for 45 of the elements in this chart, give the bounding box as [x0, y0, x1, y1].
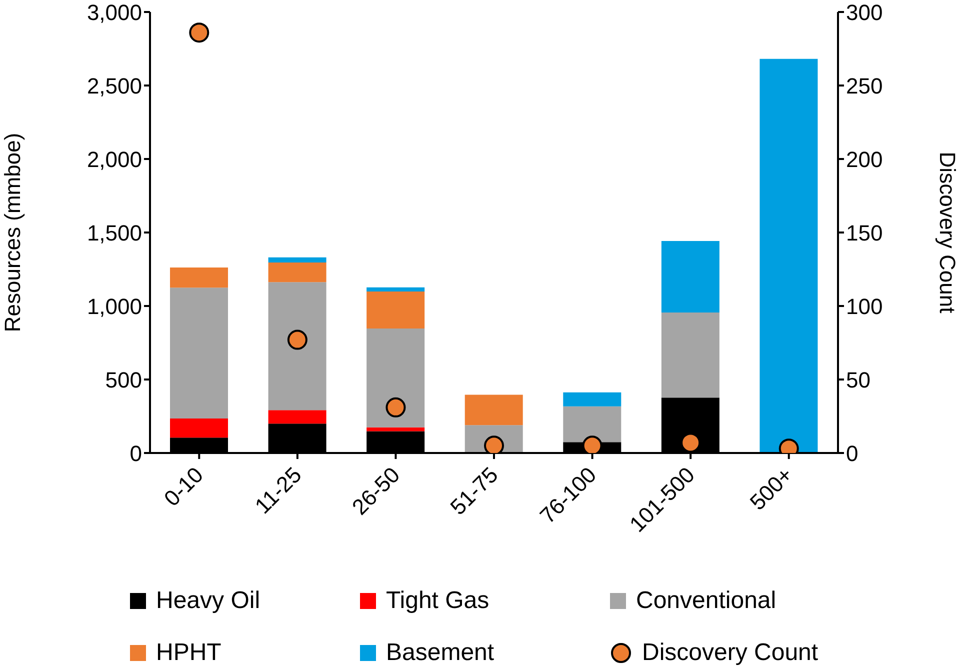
y-tick-label: 1,000: [86, 294, 142, 319]
legend-label: Heavy Oil: [156, 587, 260, 615]
y2-tick-label: 300: [846, 0, 883, 25]
bar: [366, 287, 425, 292]
point: [287, 330, 308, 350]
y-tick-label: 3,000: [86, 0, 142, 25]
legend-label: Discovery Count: [642, 639, 818, 667]
y-tick-label: 2,000: [86, 146, 142, 172]
y2-tick-label: 150: [846, 220, 883, 246]
bar: [661, 241, 720, 312]
y2-tick-label: 100: [846, 294, 883, 319]
legend-label: Tight Gas: [386, 587, 490, 615]
bar: [268, 282, 326, 410]
bar: [170, 267, 228, 288]
bar: [563, 392, 622, 406]
bar: [268, 257, 326, 262]
y2-tick-label: 250: [846, 73, 883, 98]
y2-axis-title: Discovery Count: [935, 152, 960, 314]
y-tick-label: 1,500: [86, 220, 142, 246]
bar: [464, 394, 523, 426]
y2-tick-label: 0: [846, 440, 858, 466]
x-tick-label: 0-10: [159, 462, 208, 511]
y2-tick-label: 200: [846, 146, 883, 172]
bar: [170, 288, 228, 418]
legend-label: Conventional: [636, 587, 776, 615]
y-tick-label: 500: [105, 367, 142, 392]
bar: [563, 406, 622, 442]
y-tick-label: 0: [130, 440, 142, 466]
bar: [366, 291, 425, 328]
y-tick-label: 2,500: [86, 73, 142, 98]
legend-label: HPHT: [156, 639, 222, 667]
point: [386, 397, 406, 418]
y-axis-title: Resources (mmboe): [0, 132, 25, 332]
point: [189, 22, 210, 43]
bar: [268, 262, 326, 282]
bar: [268, 410, 326, 424]
bar: [760, 58, 818, 453]
legend-label: Basement: [386, 639, 494, 667]
bar: [170, 418, 228, 438]
bar: [661, 312, 720, 398]
bar: [366, 427, 425, 432]
y2-tick-label: 50: [846, 367, 870, 392]
bar: [366, 328, 425, 428]
point: [582, 436, 602, 453]
point: [680, 432, 701, 453]
